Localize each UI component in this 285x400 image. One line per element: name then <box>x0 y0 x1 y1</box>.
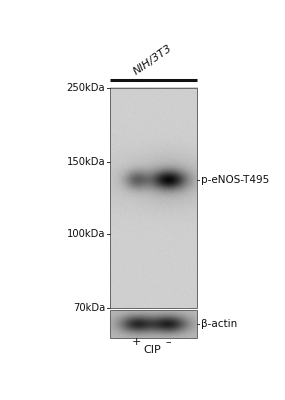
Text: 250kDa: 250kDa <box>67 83 105 93</box>
Bar <box>110 88 197 308</box>
Text: –: – <box>165 337 171 347</box>
Text: NIH/3T3: NIH/3T3 <box>131 44 174 77</box>
Text: p-eNOS-T495: p-eNOS-T495 <box>201 176 270 186</box>
Text: 100kDa: 100kDa <box>67 229 105 239</box>
Text: CIP: CIP <box>143 346 161 356</box>
Text: β-actin: β-actin <box>201 319 237 329</box>
Text: 70kDa: 70kDa <box>73 303 105 313</box>
Bar <box>110 310 197 338</box>
Text: +: + <box>131 337 141 347</box>
Text: 150kDa: 150kDa <box>67 157 105 167</box>
